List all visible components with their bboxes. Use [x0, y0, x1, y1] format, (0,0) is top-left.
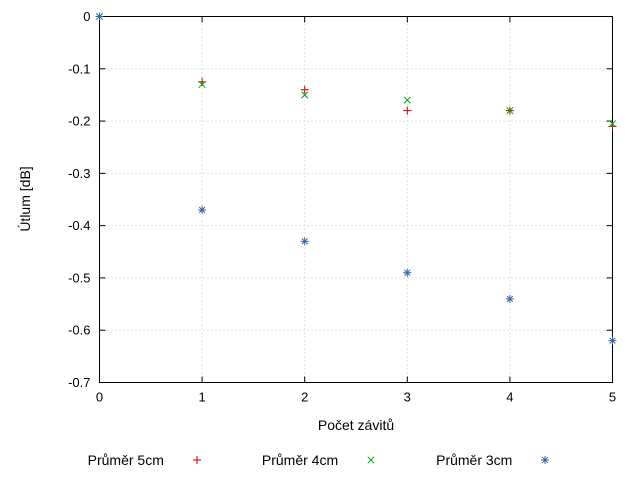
svg-text:-0.5: -0.5: [68, 270, 90, 285]
legend-label-series-2: Průměr 3cm: [436, 452, 513, 468]
legend-item: Průměr 3cm: [436, 452, 552, 468]
legend-item: Průměr 5cm: [88, 452, 204, 468]
svg-text:-0.1: -0.1: [68, 61, 90, 76]
legend-label-series-0: Průměr 5cm: [87, 452, 164, 468]
star-marker-icon: [541, 456, 550, 464]
series-points-1: [95, 12, 617, 128]
series-points-2: [95, 12, 617, 345]
svg-text:3: 3: [404, 390, 411, 405]
svg-text:1: 1: [198, 390, 205, 405]
legend-label-series-1: Průměr 4cm: [261, 452, 339, 468]
svg-text:-0.6: -0.6: [68, 323, 90, 338]
svg-text:-0.2: -0.2: [68, 114, 90, 129]
svg-text:0: 0: [83, 9, 90, 24]
svg-text:0: 0: [96, 390, 103, 405]
svg-text:2: 2: [301, 390, 308, 405]
svg-text:-0.4: -0.4: [68, 218, 90, 233]
tick-labels: 0 1 2 3 4 5 0 -0.1 -0.2 -0.3 -0.4 -0.5 -0.6 -0.7: [68, 9, 616, 405]
legend-item: Průměr 4cm: [262, 452, 378, 468]
svg-text:4: 4: [506, 390, 513, 405]
x-axis-label: Počet závitů: [317, 417, 395, 433]
y-axis-label: Útlum [dB]: [17, 166, 33, 232]
legend: Průměr 5cm Průměr 4cm Průměr 3cm: [0, 452, 640, 468]
cross-marker-icon: [367, 456, 375, 464]
svg-text:-0.7: -0.7: [68, 375, 90, 390]
series-points-0: [95, 12, 617, 131]
plus-marker-icon: [192, 456, 201, 464]
svg-text:5: 5: [609, 390, 616, 405]
svg-text:-0.3: -0.3: [68, 166, 90, 181]
plot-border: [99, 16, 613, 383]
gridlines: [99, 16, 613, 383]
tick-marks: [99, 16, 613, 383]
